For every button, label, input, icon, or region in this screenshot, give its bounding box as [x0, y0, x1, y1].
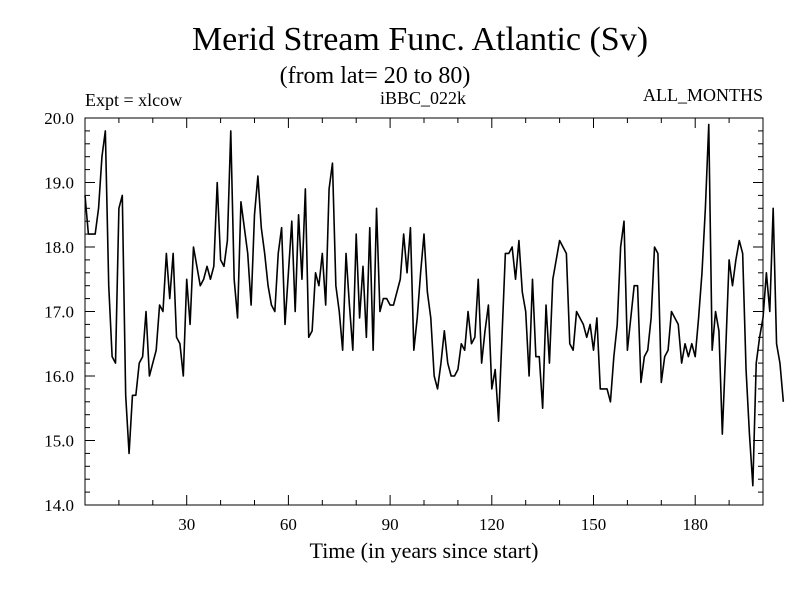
y-tick-label: 15.0 — [44, 432, 74, 451]
x-tick-labels: 30 60 90 120 150 180 — [178, 515, 708, 534]
chart-subtitle: (from lat= 20 to 80) — [280, 63, 471, 89]
x-tick-label: 180 — [682, 515, 708, 534]
y-tick-labels: 14.0 15.0 16.0 17.0 18.0 19.0 20.0 — [44, 109, 74, 515]
run-label: iBBC_022k — [380, 88, 466, 108]
x-tick-label: 30 — [178, 515, 195, 534]
axis-ticks — [84, 117, 764, 506]
experiment-label: Expt = xlcow — [85, 90, 182, 110]
period-label: ALL_MONTHS — [643, 85, 763, 105]
series-line — [84, 123, 785, 487]
x-tick-label: 150 — [581, 515, 607, 534]
x-tick-label: 120 — [479, 515, 505, 534]
plot-frame — [84, 117, 764, 506]
x-axis-label: Time (in years since start) — [310, 538, 539, 563]
x-tick-label: 60 — [280, 515, 297, 534]
y-tick-label: 18.0 — [44, 238, 74, 257]
chart-title: Merid Stream Func. Atlantic (Sv) — [192, 21, 648, 58]
y-tick-label: 17.0 — [44, 303, 74, 322]
y-tick-label: 14.0 — [44, 496, 74, 515]
y-tick-label: 16.0 — [44, 367, 74, 386]
y-tick-label: 20.0 — [44, 109, 74, 128]
y-tick-label: 19.0 — [44, 174, 74, 193]
x-tick-label: 90 — [382, 515, 399, 534]
